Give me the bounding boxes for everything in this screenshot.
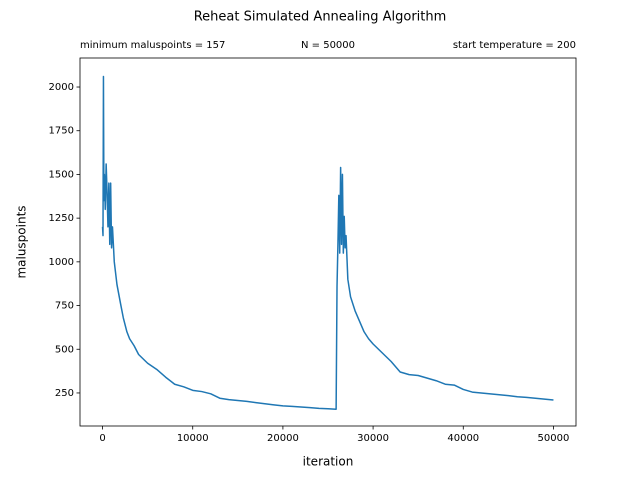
plot-frame [79,57,577,427]
chart-title: Reheat Simulated Annealing Algorithm [194,10,447,25]
y-tick-label: 500 [55,344,74,355]
x-tick-label: 50000 [538,433,570,444]
y-tick-label: 2000 [49,82,74,93]
x-tick-label: 20000 [267,433,299,444]
y-axis-label: maluspoints [15,205,29,278]
data-line [101,75,554,410]
x-tick-label: 10000 [177,433,209,444]
annotation: start temperature = 200 [453,40,576,51]
y-tick-label: 1750 [49,126,74,137]
x-tick-label: 40000 [447,433,479,444]
annotation: minimum maluspoints = 157 [80,40,225,51]
y-tick-label: 750 [55,301,74,312]
y-tick-label: 1000 [49,257,74,268]
annotation: N = 50000 [301,40,355,51]
y-tick-label: 1500 [49,169,74,180]
y-tick-label: 1250 [49,213,74,224]
x-axis-label: iteration [303,455,354,469]
y-tick-label: 250 [55,388,74,399]
x-tick-label: 0 [99,433,105,444]
x-tick-label: 30000 [357,433,389,444]
